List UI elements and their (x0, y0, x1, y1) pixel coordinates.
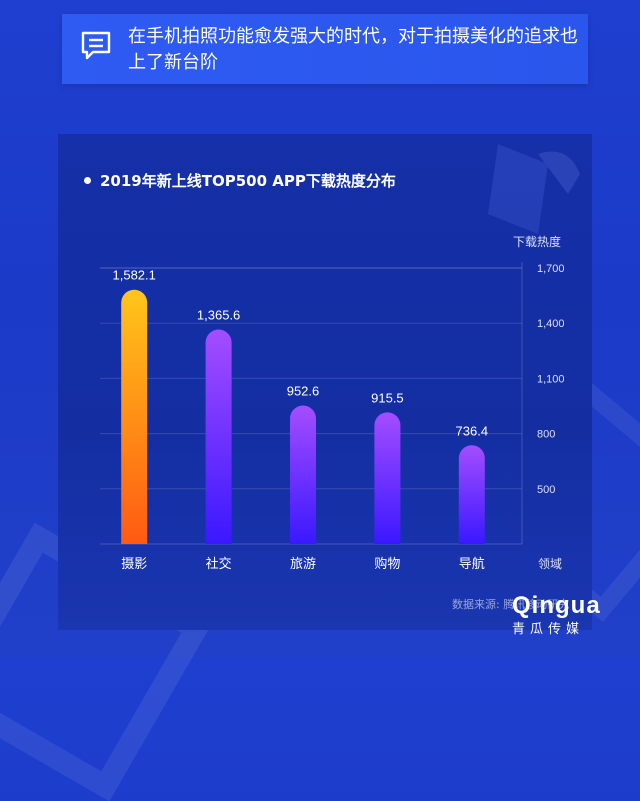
chart-title: 2019年新上线TOP500 APP下载热度分布 (100, 172, 396, 190)
x-tick-label: 摄影 (121, 557, 147, 572)
x-axis-label: 领域 (538, 557, 562, 571)
data-label: 1,582.1 (113, 268, 156, 283)
data-label: 952.6 (287, 384, 320, 399)
x-tick-label: 社交 (206, 556, 232, 572)
title-bullet (84, 177, 91, 184)
logo-sub-text: 青瓜传媒 (512, 622, 585, 637)
bar (205, 329, 232, 544)
logo-main-text: Qingua (512, 592, 601, 619)
y-tick-label: 1,400 (537, 318, 565, 330)
x-tick-label: 导航 (459, 556, 485, 572)
data-label: 736.4 (456, 423, 489, 438)
bar (121, 289, 148, 544)
hand-phone-illustration (488, 144, 580, 234)
y-tick-label: 800 (537, 429, 555, 441)
data-label: 915.5 (371, 390, 404, 405)
header-banner: 在手机拍照功能愈发强大的时代，对于拍摄美化的追求也上了新台阶 (62, 14, 588, 84)
chart-card: 2019年新上线TOP500 APP下载热度分布 500 800 1,100 1,40… (58, 134, 592, 630)
x-tick-label: 购物 (374, 556, 400, 572)
y-tick-label: 500 (537, 484, 555, 496)
banner-text: 在手机拍照功能愈发强大的时代，对于拍摄美化的追求也上了新台阶 (128, 26, 578, 73)
y-axis-label: 下载热度 (513, 234, 561, 249)
y-tick-label: 1,100 (537, 373, 565, 385)
data-label: 1,365.6 (197, 308, 240, 323)
bar (458, 445, 485, 544)
data-source: 数据来源: 腾讯移动研究 (452, 598, 570, 611)
message-icon (80, 30, 112, 67)
x-tick-label: 旅游 (290, 557, 316, 572)
bar (290, 405, 316, 544)
bar (374, 412, 401, 544)
brand-logo: Qingua 青瓜传媒 (512, 592, 632, 652)
y-tick-label: 1,700 (537, 263, 565, 275)
